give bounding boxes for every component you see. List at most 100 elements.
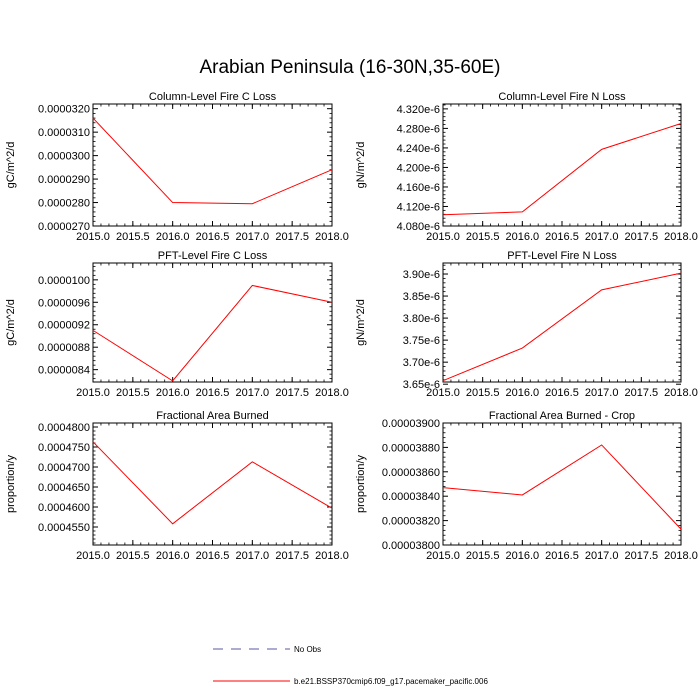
panel-6: Fractional Area Burned - Crop proportion/… xyxy=(355,410,698,562)
x-tick-label: 2016.5 xyxy=(196,550,230,562)
x-tick-label: 2015.0 xyxy=(76,550,110,562)
legend: No Obs b.e21.BSSP370cmip6.f09_g17.pacemak… xyxy=(213,645,488,686)
legend-item: No Obs xyxy=(213,645,321,654)
y-tick-label: 3.90e-6 xyxy=(403,269,440,281)
x-tick-label: 2018.0 xyxy=(664,550,698,562)
y-tick-label: 0.0000096 xyxy=(38,297,90,309)
plot-frame xyxy=(92,103,333,227)
y-tick-label: 0.0000300 xyxy=(38,151,90,163)
y-axis-label: proportion/y xyxy=(355,454,367,513)
panel-title: PFT-Level Fire N Loss xyxy=(507,250,617,262)
y-axis-label: proportion/y xyxy=(5,454,17,513)
panel-2: Column-Level Fire N Loss gN/m^2/d 2015.0 20… xyxy=(355,91,698,243)
panel-title: Column-Level Fire N Loss xyxy=(498,91,626,103)
series-line xyxy=(442,444,682,530)
y-tick-label: 3.70e-6 xyxy=(403,357,440,369)
y-tick-label: 0.0000100 xyxy=(38,275,90,287)
series-line xyxy=(442,272,682,382)
y-tick-label: 4.280e-6 xyxy=(397,123,440,135)
y-axis-label: gN/m^2/d xyxy=(355,142,367,189)
x-tick-label: 2016.5 xyxy=(196,231,230,243)
x-tick-label: 2016.5 xyxy=(545,550,579,562)
x-tick-label: 2017.5 xyxy=(625,387,659,399)
panel-3: PFT-Level Fire C Loss gC/m^2/d 2015.0 2015.… xyxy=(5,250,349,399)
x-tick-label: 2018.0 xyxy=(664,387,698,399)
x-tick-label: 2015.0 xyxy=(76,231,110,243)
panel-title: Fractional Area Burned - Crop xyxy=(489,410,635,422)
y-tick-label: 4.160e-6 xyxy=(397,182,440,194)
y-tick-label: 0.0000290 xyxy=(38,174,90,186)
x-tick-label: 2017.5 xyxy=(275,387,309,399)
series-line xyxy=(92,284,333,382)
y-tick-label: 0.0004650 xyxy=(38,482,90,494)
x-tick-label: 2016.5 xyxy=(545,231,579,243)
y-tick-label: 0.00003880 xyxy=(382,442,440,454)
y-tick-label: 0.0000092 xyxy=(38,320,90,332)
y-tick-label: 4.320e-6 xyxy=(397,104,440,116)
x-tick-label: 2016.5 xyxy=(196,387,230,399)
plot-frame xyxy=(92,422,333,546)
series-line xyxy=(92,441,333,525)
y-tick-label: 0.00003800 xyxy=(382,540,440,552)
x-tick-label: 2017.0 xyxy=(236,550,270,562)
y-tick-label: 0.0000310 xyxy=(38,127,90,139)
y-tick-label: 0.0000280 xyxy=(38,198,90,210)
x-tick-label: 2016.0 xyxy=(506,387,540,399)
x-tick-label: 2015.5 xyxy=(466,387,500,399)
y-tick-label: 0.0004600 xyxy=(38,502,90,514)
y-tick-label: 4.120e-6 xyxy=(397,201,440,213)
y-tick-label: 3.75e-6 xyxy=(403,335,440,347)
y-tick-label: 0.0000320 xyxy=(38,104,90,116)
legend-label: b.e21.BSSP370cmip6.f09_g17.pacemaker_pac… xyxy=(294,677,488,686)
x-tick-label: 2017.5 xyxy=(625,550,659,562)
x-tick-label: 2015.0 xyxy=(426,387,460,399)
plot-frame xyxy=(442,422,682,546)
x-tick-label: 2015.0 xyxy=(426,231,460,243)
x-tick-label: 2017.0 xyxy=(585,550,619,562)
x-tick-label: 2016.0 xyxy=(506,231,540,243)
panel-5: Fractional Area Burned proportion/y 2015.0… xyxy=(5,410,349,562)
legend-label: No Obs xyxy=(294,645,321,654)
y-tick-label: 0.0000084 xyxy=(38,365,90,377)
x-tick-label: 2015.5 xyxy=(116,550,150,562)
y-tick-label: 0.0004700 xyxy=(38,462,90,474)
x-tick-label: 2017.0 xyxy=(585,231,619,243)
y-axis-label: gN/m^2/d xyxy=(355,299,367,346)
x-tick-label: 2016.0 xyxy=(506,550,540,562)
x-tick-label: 2016.0 xyxy=(156,550,190,562)
x-tick-label: 2018.0 xyxy=(315,387,349,399)
y-tick-label: 4.080e-6 xyxy=(397,221,440,233)
x-tick-label: 2016.5 xyxy=(545,387,579,399)
x-tick-label: 2015.0 xyxy=(426,550,460,562)
x-tick-label: 2018.0 xyxy=(315,231,349,243)
figure-title: Arabian Peninsula (16-30N,35-60E) xyxy=(199,57,501,78)
plot-frame xyxy=(92,262,333,383)
x-tick-label: 2015.0 xyxy=(76,387,110,399)
y-tick-label: 0.00003840 xyxy=(382,491,440,503)
y-tick-label: 0.0004550 xyxy=(38,522,90,534)
series-line xyxy=(442,123,682,216)
y-tick-label: 3.85e-6 xyxy=(403,291,440,303)
x-tick-label: 2015.5 xyxy=(116,387,150,399)
x-tick-label: 2017.0 xyxy=(236,231,270,243)
y-tick-label: 0.0000088 xyxy=(38,342,90,354)
x-tick-label: 2018.0 xyxy=(315,550,349,562)
legend-item: b.e21.BSSP370cmip6.f09_g17.pacemaker_pac… xyxy=(213,677,488,686)
x-tick-label: 2015.5 xyxy=(466,231,500,243)
y-tick-label: 4.200e-6 xyxy=(397,162,440,174)
panel-title: Fractional Area Burned xyxy=(156,410,269,422)
y-tick-label: 0.0004800 xyxy=(38,422,90,434)
y-tick-label: 0.0000270 xyxy=(38,221,90,233)
x-tick-label: 2015.5 xyxy=(116,231,150,243)
y-tick-label: 0.00003860 xyxy=(382,467,440,479)
y-tick-label: 0.00003900 xyxy=(382,418,440,430)
panel-4: PFT-Level Fire N Loss gN/m^2/d 2015.0 2015.… xyxy=(355,250,698,399)
y-tick-label: 3.65e-6 xyxy=(403,379,440,391)
panels: Column-Level Fire C Loss gC/m^2/d 2015.0 20… xyxy=(5,91,698,562)
y-axis-label: gC/m^2/d xyxy=(5,299,17,346)
x-tick-label: 2018.0 xyxy=(664,231,698,243)
x-tick-label: 2017.5 xyxy=(625,231,659,243)
y-tick-label: 4.240e-6 xyxy=(397,143,440,155)
plot-frame xyxy=(442,103,682,227)
